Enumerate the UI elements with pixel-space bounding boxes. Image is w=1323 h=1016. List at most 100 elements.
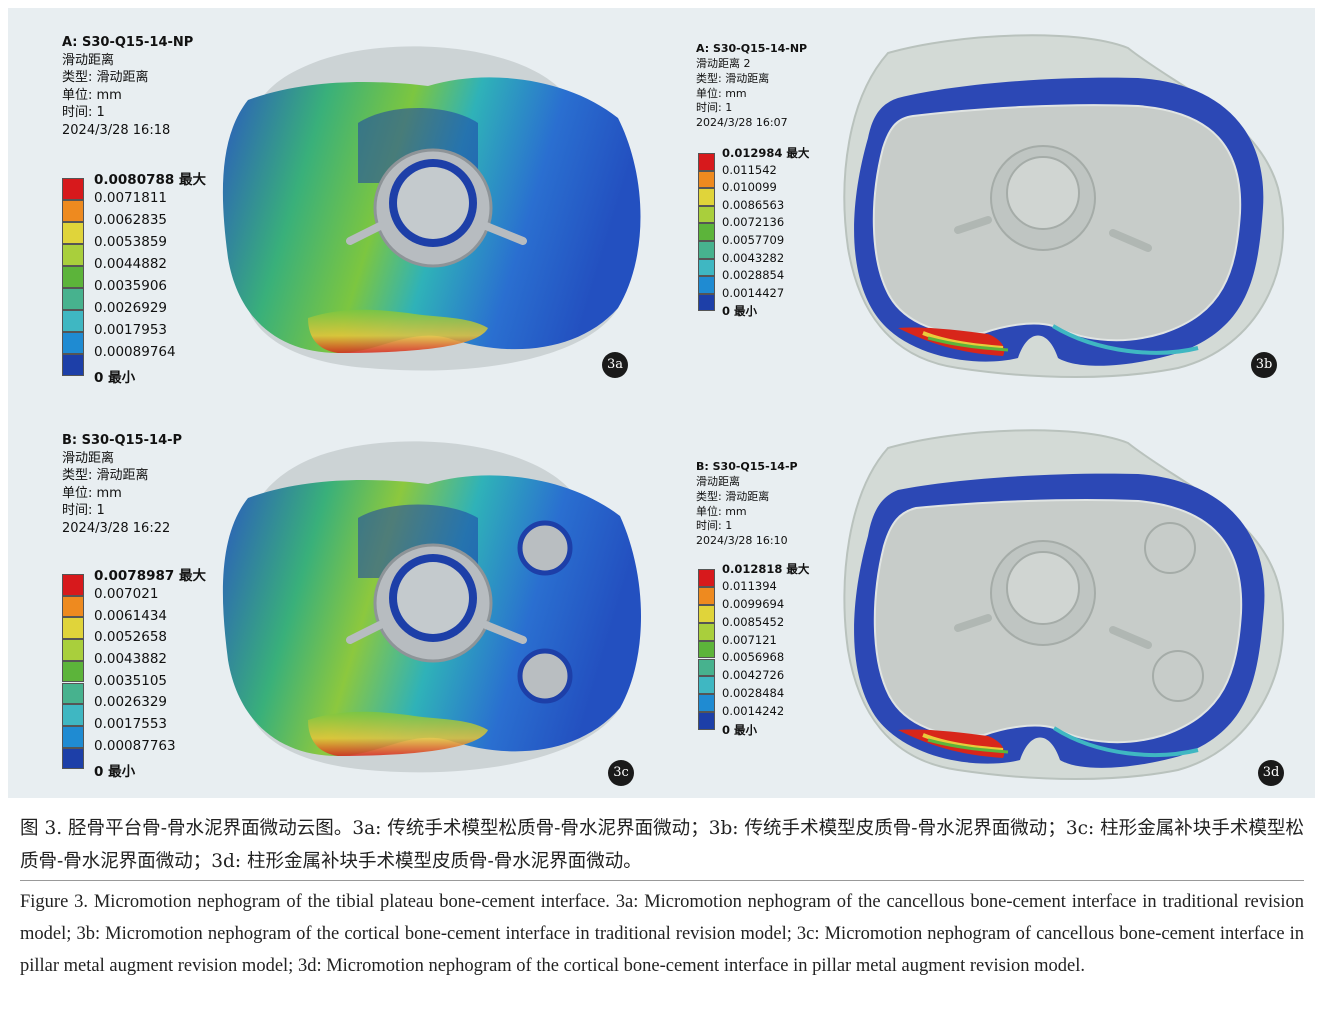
legend-label: 0.007121 — [722, 632, 777, 647]
caption-english: Figure 3. Micromotion nephogram of the t… — [20, 892, 1304, 976]
result-type: 类型: 滑动距离 — [62, 468, 149, 484]
legend-label: 0.0044882 — [94, 256, 168, 273]
legend-swatch — [698, 622, 715, 641]
legend-label: 0.0017553 — [94, 716, 168, 733]
result-unit: 单位: mm — [62, 87, 122, 103]
model-3c-image — [222, 441, 641, 773]
legend-label: 0.0071811 — [94, 190, 168, 207]
panel-title: A: S30-Q15-14-NP — [62, 35, 194, 50]
model-3d-image — [843, 429, 1285, 780]
panel-title: A: S30-Q15-14-NP — [696, 42, 808, 55]
result-time: 时间: 1 — [62, 503, 105, 519]
legend-swatch — [62, 682, 84, 705]
result-name: 滑动距离 — [62, 52, 115, 68]
legend-label: 0.011394 — [722, 578, 777, 593]
panel-badge-3c: 3c — [608, 760, 634, 786]
result-unit: 单位: mm — [696, 504, 747, 518]
legend-swatch — [698, 658, 715, 677]
result-name: 滑动距离 2 — [696, 56, 751, 70]
legend-swatch — [698, 586, 715, 605]
panel-3d: B: S30-Q15-14-P 滑动距离 类型: 滑动距离 单位: mm 时间:… — [658, 408, 1315, 798]
legend-label: 0.0035906 — [94, 278, 168, 295]
legend-label: 0.0026929 — [94, 300, 168, 317]
panel-3a: A: S30-Q15-14-NP 滑动距离 类型: 滑动距离 单位: mm 时间… — [8, 8, 658, 398]
legend-label: 0.0035105 — [94, 672, 168, 689]
result-type: 类型: 滑动距离 — [696, 489, 770, 503]
legend-label: 0.0053859 — [94, 234, 168, 251]
legend-swatch — [62, 574, 84, 596]
figure-area: A: S30-Q15-14-NP 滑动距离 类型: 滑动距离 单位: mm 时间… — [8, 8, 1315, 798]
legend-swatch — [698, 258, 715, 277]
caption-divider — [20, 880, 1304, 881]
legend-label: 0.00087763 — [94, 737, 176, 754]
panel-title: B: S30-Q15-14-P — [62, 433, 183, 448]
legend-label: 0.0078987 最大 — [94, 568, 206, 585]
legend-swatch — [62, 244, 84, 266]
legend-swatch — [62, 354, 84, 376]
panel-title: B: S30-Q15-14-P — [696, 460, 798, 473]
legend-label: 0 最小 — [94, 763, 136, 780]
panel-badge-3a: 3a — [602, 352, 628, 378]
legend-swatch — [698, 640, 715, 659]
result-time: 时间: 1 — [62, 105, 105, 121]
result-date: 2024/3/28 16:22 — [62, 520, 171, 536]
legend-label: 0.012984 最大 — [722, 146, 810, 161]
legend-label: 0.0056968 — [722, 650, 785, 665]
legend-swatch — [62, 200, 84, 222]
legend-swatch — [698, 188, 715, 206]
legend-3a: 0.0080788 最大 0.0071811 0.0062835 0.0053859 0… — [62, 172, 222, 388]
legend-swatch — [62, 288, 84, 310]
result-time: 时间: 1 — [696, 101, 733, 115]
legend-label: 0.0043282 — [722, 250, 785, 265]
model-3b-image — [843, 34, 1285, 378]
info-block-3d: B: S30-Q15-14-P 滑动距离 类型: 滑动距离 单位: mm 时间:… — [696, 460, 798, 549]
legend-label: 0.010099 — [722, 180, 777, 195]
legend-3d: 0.012818 最大 0.011394 0.0099694 0.0085452 0.0… — [698, 562, 838, 749]
legend-swatch — [698, 569, 715, 587]
legend-swatch — [698, 153, 715, 171]
legend-3c: 0.0078987 最大 0.007021 0.0061434 0.0052658 0.… — [62, 568, 222, 784]
legend-label: 0.00089764 — [94, 344, 176, 361]
panel-3b: A: S30-Q15-14-NP 滑动距离 2 类型: 滑动距离 单位: mm … — [658, 8, 1315, 398]
legend-label: 0.0026329 — [94, 694, 168, 711]
result-type: 类型: 滑动距离 — [62, 70, 149, 86]
info-block-3b: A: S30-Q15-14-NP 滑动距离 2 类型: 滑动距离 单位: mm … — [696, 42, 807, 131]
legend-label: 0.0085452 — [722, 614, 785, 629]
legend-label: 0.0052658 — [94, 629, 168, 646]
legend-label: 0.0072136 — [722, 215, 785, 230]
legend-label: 0.0080788 最大 — [94, 172, 206, 189]
caption-chinese: 图 3. 胫骨平台骨-骨水泥界面微动云图。3a: 传统手术模型松质骨-骨水泥界面… — [20, 818, 1304, 872]
legend-label: 0.0028484 — [722, 686, 785, 701]
legend-swatch — [62, 725, 84, 748]
legend-swatch — [62, 747, 84, 770]
legend-swatch — [698, 604, 715, 623]
legend-swatch — [698, 712, 715, 731]
legend-swatch — [698, 205, 715, 224]
legend-swatch — [698, 694, 715, 713]
legend-swatch — [62, 660, 84, 683]
legend-swatch — [698, 241, 715, 259]
legend-swatch — [62, 332, 84, 354]
info-block-3a: A: S30-Q15-14-NP 滑动距离 类型: 滑动距离 单位: mm 时间… — [62, 34, 193, 139]
result-time: 时间: 1 — [696, 519, 733, 533]
legend-swatch — [62, 310, 84, 332]
legend-label: 0.0062835 — [94, 212, 168, 229]
legend-label: 0.011542 — [722, 162, 777, 177]
panel-badge-3d: 3d — [1258, 760, 1284, 786]
legend-swatch — [62, 266, 84, 288]
legend-label: 0.0099694 — [722, 596, 785, 611]
result-unit: 单位: mm — [62, 485, 122, 501]
panel-badge-3b: 3b — [1251, 352, 1277, 378]
result-date: 2024/3/28 16:18 — [62, 122, 171, 138]
legend-label: 0.0061434 — [94, 607, 168, 624]
legend-swatch — [698, 293, 715, 312]
legend-label: 0.007021 — [94, 585, 159, 602]
legend-label: 0 最小 — [722, 304, 758, 319]
legend-label: 0.0028854 — [722, 268, 785, 283]
result-unit: 单位: mm — [696, 86, 747, 100]
legend-label: 0.0043882 — [94, 651, 168, 668]
legend-swatch — [62, 222, 84, 244]
legend-label: 0.0042726 — [722, 668, 785, 683]
legend-swatch — [698, 170, 715, 189]
legend-label: 0 最小 — [94, 370, 136, 387]
